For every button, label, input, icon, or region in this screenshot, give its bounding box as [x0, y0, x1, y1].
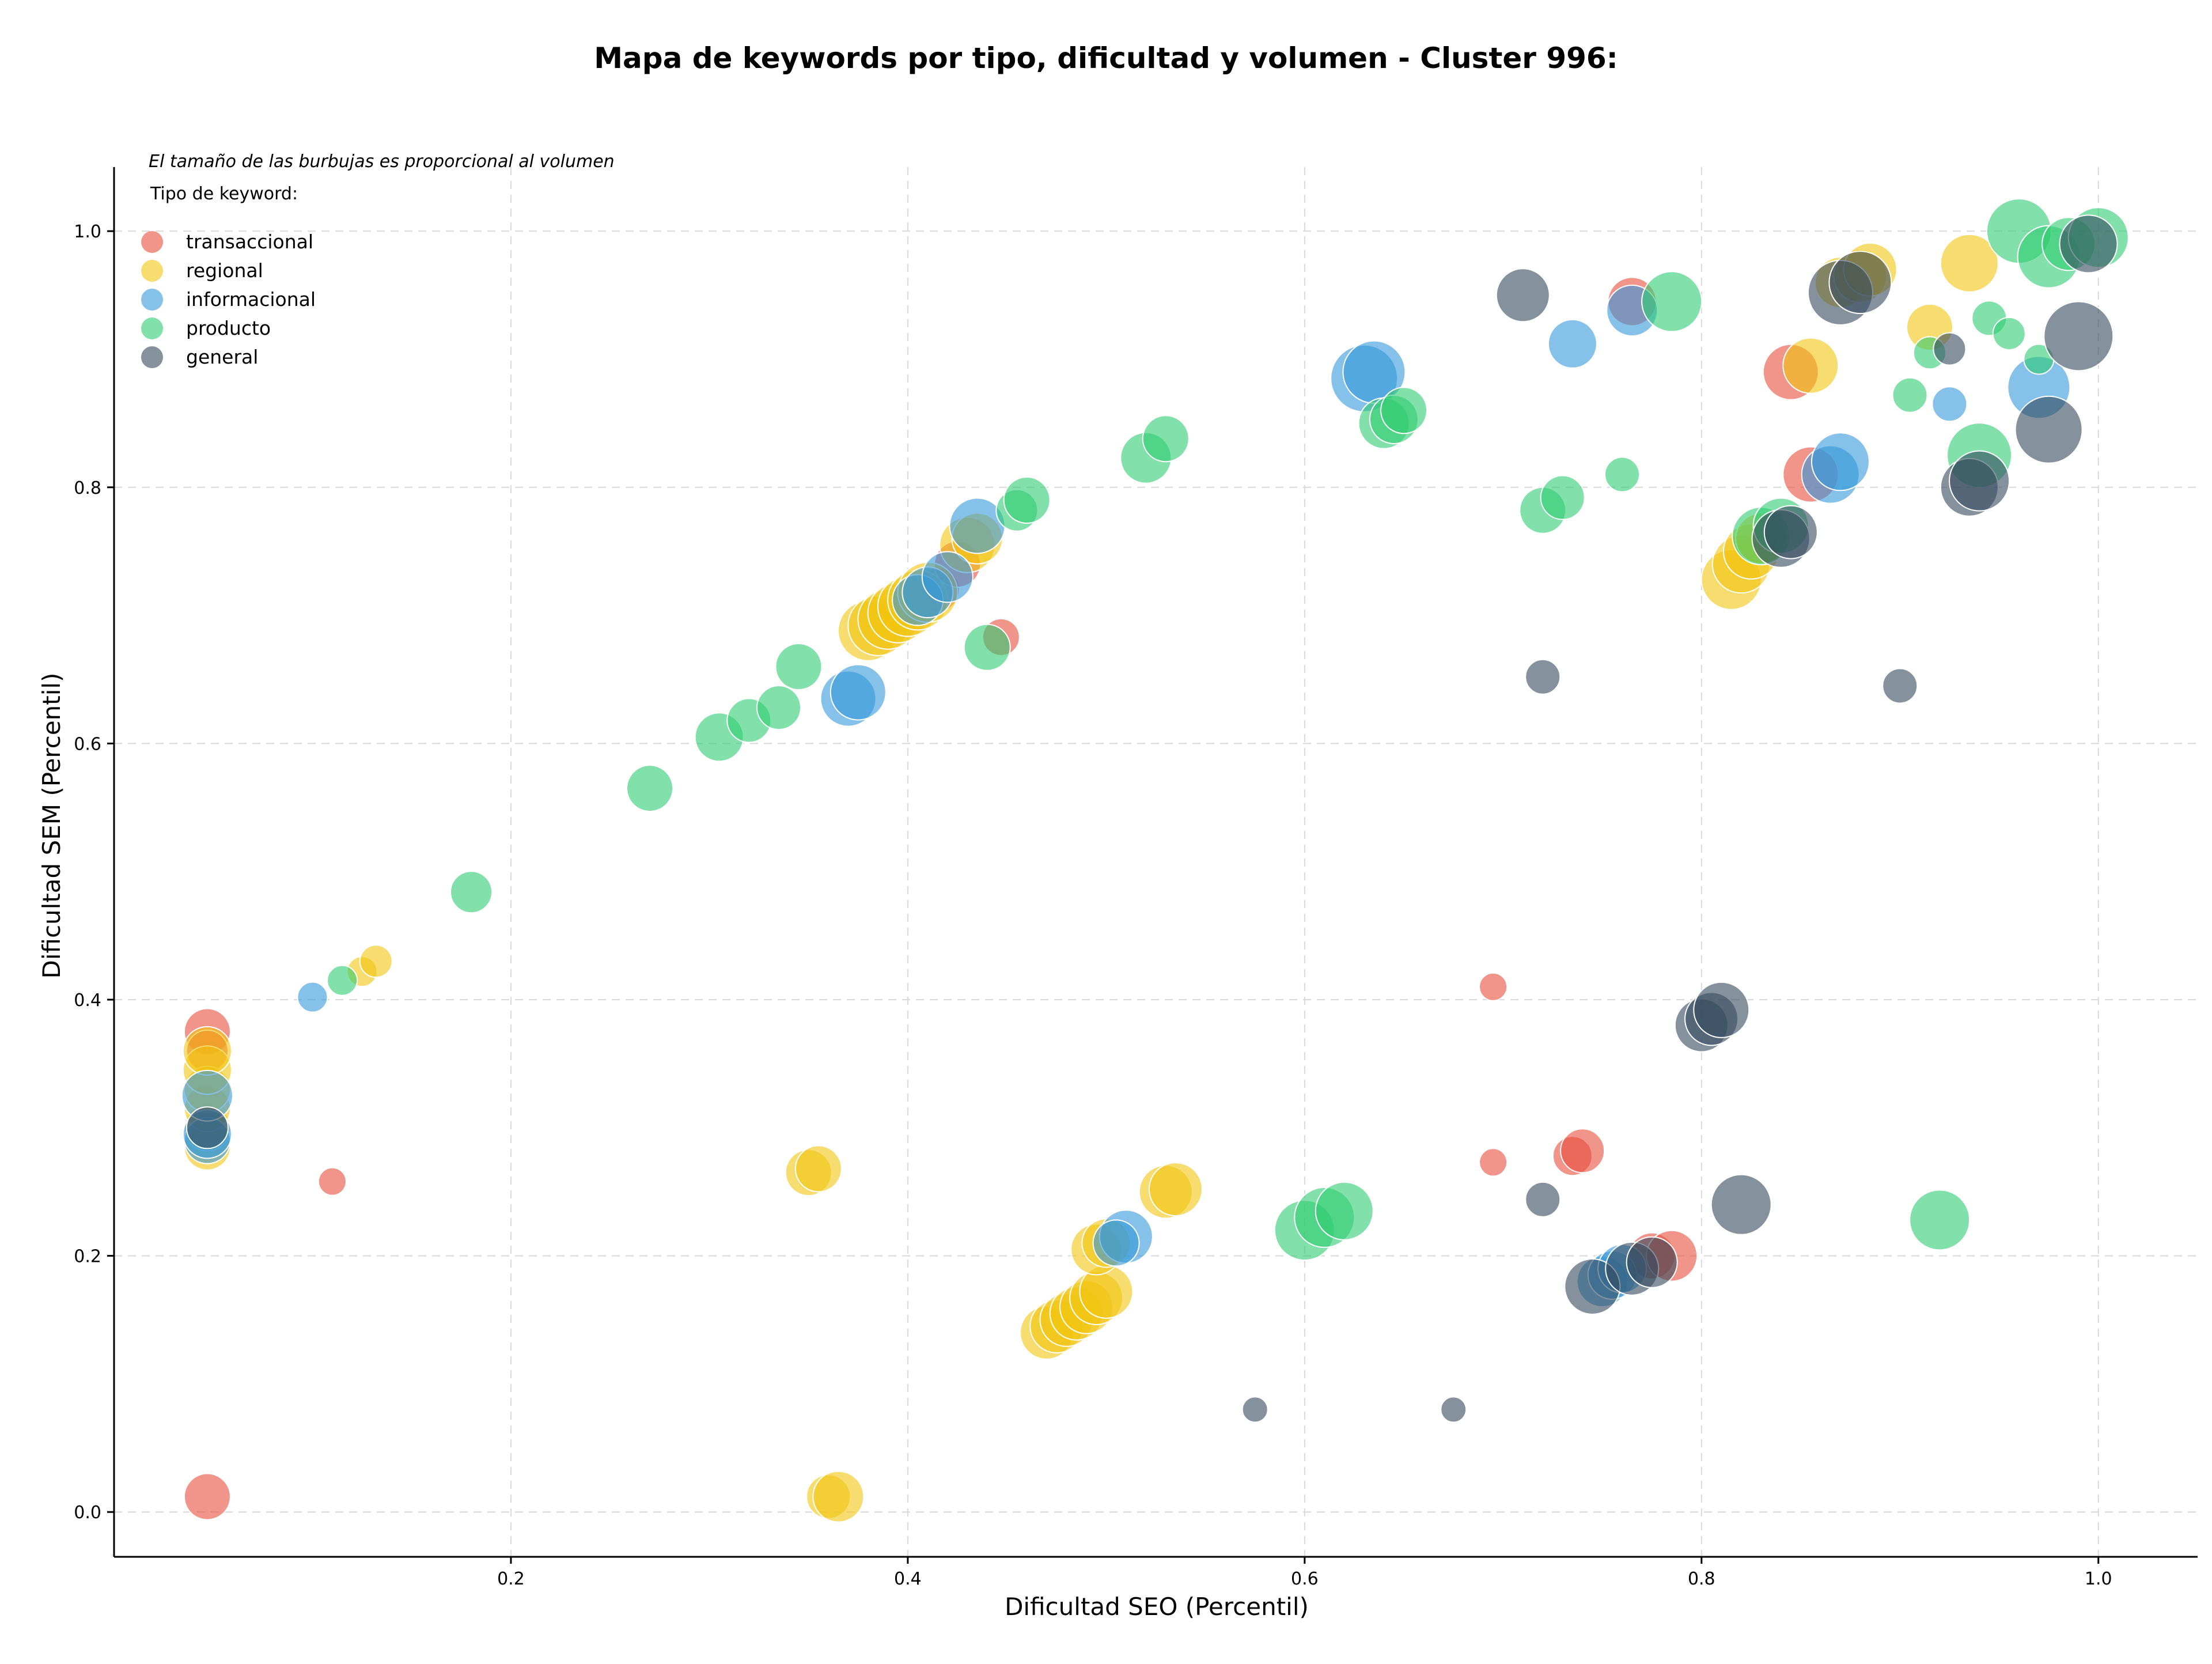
bubble-general — [1525, 1181, 1561, 1217]
bubble-general — [2059, 214, 2118, 274]
bubble-transaccional — [1479, 972, 1508, 1001]
bubble-general — [1440, 1396, 1467, 1423]
bubble-general — [1495, 268, 1550, 323]
chart-title: Mapa de keywords por tipo, dificultad y … — [594, 41, 1618, 75]
legend-title: Tipo de keyword: — [150, 184, 298, 204]
bubble-regional — [182, 1026, 232, 1076]
bubble-general — [2014, 395, 2083, 464]
bubble-producto — [1892, 377, 1928, 413]
bubble-size-note: El tamaño de las burbujas es proporciona… — [149, 152, 615, 172]
legend-label-general: general — [186, 346, 258, 368]
bubble-transaccional — [1560, 1128, 1605, 1174]
bubble-general — [1949, 450, 2010, 512]
bubble-general — [1241, 1396, 1268, 1423]
bubble-general — [1763, 505, 1818, 559]
bubble-informacional — [921, 551, 974, 603]
y-tick-label: 1.0 — [74, 222, 101, 242]
bubble-layer — [181, 198, 2129, 1523]
bubble-producto — [450, 871, 493, 914]
bubble-regional — [812, 1470, 865, 1523]
bubble-producto — [1380, 387, 1428, 434]
bubble-producto — [1003, 476, 1051, 524]
bubble-general — [1626, 1236, 1678, 1288]
x-tick-label: 0.4 — [894, 1569, 922, 1589]
legend-marker-producto — [141, 317, 163, 339]
bubble-transaccional — [183, 1473, 231, 1521]
bubble-general — [2043, 301, 2114, 372]
legend: transaccional regional informacional produc… — [141, 230, 316, 368]
y-axis-label: Dificultad SEM (Percentil) — [37, 673, 66, 979]
bubble-producto — [1909, 1189, 1971, 1251]
bubble-producto — [1315, 1181, 1374, 1241]
y-tick-label: 0.0 — [74, 1503, 101, 1523]
bubble-informacional — [297, 981, 328, 1013]
bubble-transaccional — [317, 1167, 347, 1196]
legend-label-producto: producto — [186, 317, 271, 339]
bubble-informacional — [830, 664, 887, 721]
legend-marker-informacional — [141, 289, 163, 311]
bubble-informacional — [1092, 1219, 1140, 1267]
bubble-regional — [1148, 1162, 1203, 1216]
legend-marker-general — [141, 346, 163, 368]
bubble-regional — [794, 1145, 842, 1193]
x-tick-label: 0.6 — [1291, 1569, 1319, 1589]
bubble-informacional — [1810, 432, 1870, 491]
y-tick-label: 0.2 — [74, 1247, 101, 1267]
y-tick-label: 0.8 — [74, 478, 101, 498]
bubble-general — [1882, 668, 1918, 704]
legend-marker-transaccional — [141, 231, 163, 253]
bubble-general — [1933, 332, 1967, 366]
bubble-producto — [1142, 415, 1190, 463]
legend-label-informacional: informacional — [186, 288, 316, 311]
bubble-informacional — [1931, 386, 1968, 422]
grid-layer — [114, 167, 2198, 1557]
axis-layer: 0.2 0.4 0.6 0.8 1.0 0.0 0.2 0.4 0.6 0.8 1.0 — [74, 167, 2198, 1589]
bubble-general — [1525, 659, 1561, 695]
x-tick-label: 0.8 — [1688, 1569, 1715, 1589]
bubble-producto — [1540, 475, 1585, 520]
bubble-producto — [626, 765, 674, 812]
bubble-general — [1710, 1174, 1772, 1235]
bubble-producto — [775, 642, 823, 690]
x-tick-label: 0.2 — [497, 1569, 525, 1589]
bubble-informacional — [1547, 319, 1597, 369]
bubble-producto — [963, 623, 1011, 671]
bubble-producto — [1604, 456, 1641, 493]
bubble-regional — [359, 944, 393, 978]
legend-marker-regional — [141, 260, 163, 282]
x-axis-label: Dificultad SEO (Percentil) — [1005, 1593, 1309, 1621]
bubble-transaccional — [1479, 1148, 1508, 1177]
bubble-general — [1828, 251, 1892, 315]
y-tick-label: 0.6 — [74, 734, 101, 754]
bubble-general — [185, 1106, 229, 1149]
bubble-producto — [1641, 271, 1703, 332]
legend-label-transaccional: transaccional — [186, 230, 313, 253]
bubble-producto — [756, 685, 801, 731]
legend-label-regional: regional — [186, 259, 263, 282]
y-tick-label: 0.4 — [74, 990, 101, 1011]
bubble-producto — [1992, 316, 2026, 350]
bubble-producto — [327, 965, 358, 996]
x-tick-label: 1.0 — [2085, 1569, 2112, 1589]
bubble-regional — [1940, 233, 1999, 293]
bubble-general — [1693, 981, 1750, 1038]
bubble-regional — [1782, 337, 1839, 394]
